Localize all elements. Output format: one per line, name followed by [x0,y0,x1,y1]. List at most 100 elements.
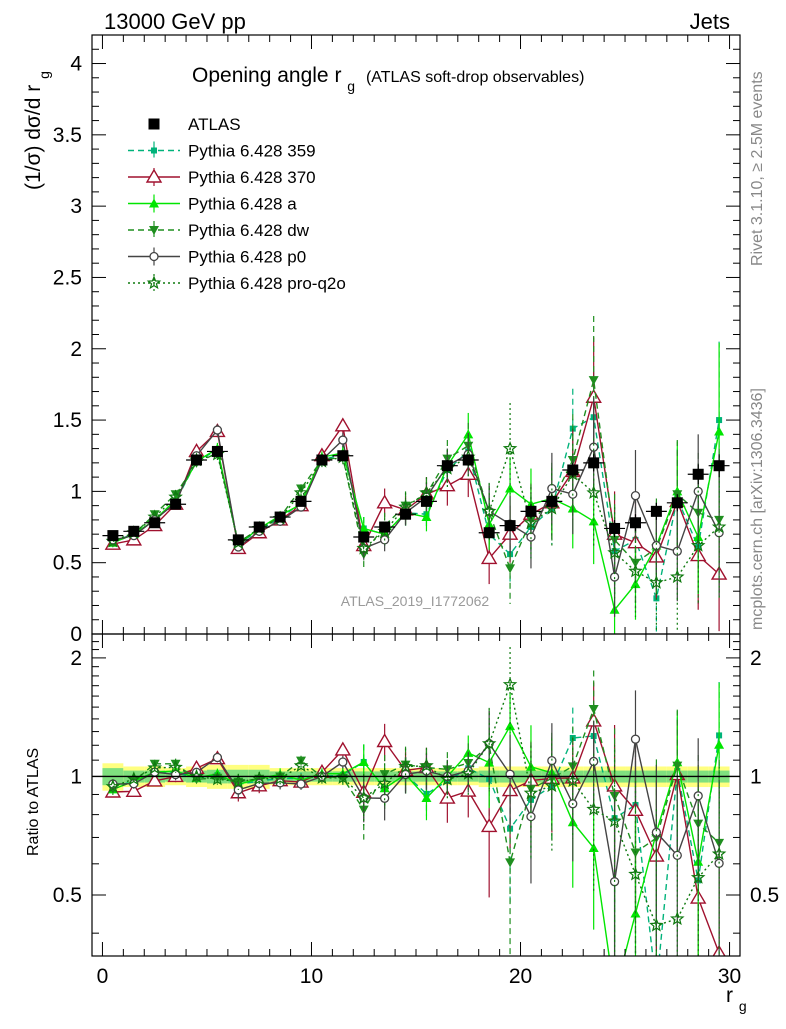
ratio-point [170,759,181,769]
legend-item-pdw: Pythia 6.428 dw [128,221,310,240]
ratio-point [147,760,162,775]
ratio-point [105,779,121,793]
ratio-point [607,813,622,828]
ratio-y-tick-label: 0.5 [53,884,82,907]
ratio-y-tick-label-right: 1 [750,765,762,788]
svg-text:(1/σ) dσ/d r g: (1/σ) dσ/d r g [22,71,52,190]
data-point [714,426,725,436]
ratio-point [296,779,306,789]
legend-label: Pythia 6.428 359 [188,142,316,161]
data-point [295,495,307,507]
data-point [629,517,641,529]
data-point [523,515,539,529]
rivet-label: Rivet 3.1.10, ≥ 2.5M events [749,71,766,266]
ratio-point [146,772,163,787]
ratio-point [651,827,662,838]
x-tick-label: 30 [718,965,741,988]
ratio-series-line [112,718,720,954]
ratio-point [189,768,204,783]
series-pa [107,343,725,634]
chart-title-rest: (ATLAS soft-drop observables) [366,69,584,86]
data-point [316,454,328,466]
legend-label: Pythia 6.428 pro-q2o [188,274,346,293]
ratio-point [690,869,706,884]
legend-marker [145,168,163,183]
data-point [588,376,599,386]
ratio-series-pa [107,682,725,956]
ratio-frame [91,633,741,957]
data-point [107,530,119,542]
ratio-point [714,739,725,749]
data-point [588,516,599,526]
data-point [293,485,309,499]
ratio-y-tick-label: 1 [70,765,82,788]
y-axis-title-main: (1/σ) dσ/d r [22,85,45,190]
data-point [232,534,244,546]
ratio-point [210,771,225,786]
ratio-point [376,733,393,748]
data-point [628,563,643,578]
data-point [586,485,601,499]
ratio-point [481,736,497,750]
ratio-point [125,782,143,798]
data-point [630,491,641,501]
ratio-y-tick-label-right: 2 [750,647,762,670]
data-point [441,460,453,472]
ratio-point [523,785,539,800]
legend-marker [148,118,160,130]
ratio-y-tick-label-right: 0.5 [750,884,779,907]
data-point [567,464,579,476]
data-point [376,494,393,509]
data-point [607,545,622,559]
legend-item-pa: Pythia 6.428 a [128,194,297,214]
data-point [211,445,223,457]
data-point [400,508,412,520]
ratio-point [544,778,560,793]
y-axis-title-sub: g [36,71,52,79]
x-axis-title-sub: g [739,998,747,1014]
data-point [170,498,182,510]
x-tick-label: 10 [300,965,323,988]
ratio-point [588,705,599,715]
ratio-point [356,790,372,805]
data-point [191,454,203,466]
ratio-point [338,757,348,767]
ratio-point [588,842,599,852]
ratio-point [565,773,581,788]
data-point [609,572,620,582]
data-point [649,575,664,589]
data-point [379,521,391,533]
x-tick-label: 20 [509,965,532,988]
ratio-point [672,761,683,771]
data-point [356,540,372,555]
ratio-point [398,758,413,773]
x-axis-title: r g [726,984,747,1014]
ratio-point [586,801,601,816]
ratio-series-p359 [109,681,723,956]
y-tick-label: 4 [70,53,82,76]
ratio-point [502,676,518,691]
chart-title: Opening angle r g (ATLAS soft-drop obser… [192,64,584,94]
ratio-point [440,771,455,786]
y-tick-label: 3 [70,195,82,218]
ratio-point [630,734,641,744]
ratio-point [231,774,246,788]
ratio-point [212,752,223,763]
data-point [212,425,223,435]
process-label: Jets [690,9,730,34]
data-point [672,546,682,556]
data-point [439,477,456,492]
data-point [525,505,537,517]
legend-label: Pythia 6.428 a [188,195,297,214]
legend-item-p370: Pythia 6.428 370 [128,168,316,187]
legend-item-pp0: Pythia 6.428 p0 [128,247,306,267]
data-point [588,457,600,469]
legend-label: ATLAS [188,115,241,134]
data-point [671,497,683,509]
data-point [526,532,536,542]
ratio-point [334,741,352,756]
data-point [253,521,265,533]
data-point [630,558,641,568]
data-point [670,569,685,584]
